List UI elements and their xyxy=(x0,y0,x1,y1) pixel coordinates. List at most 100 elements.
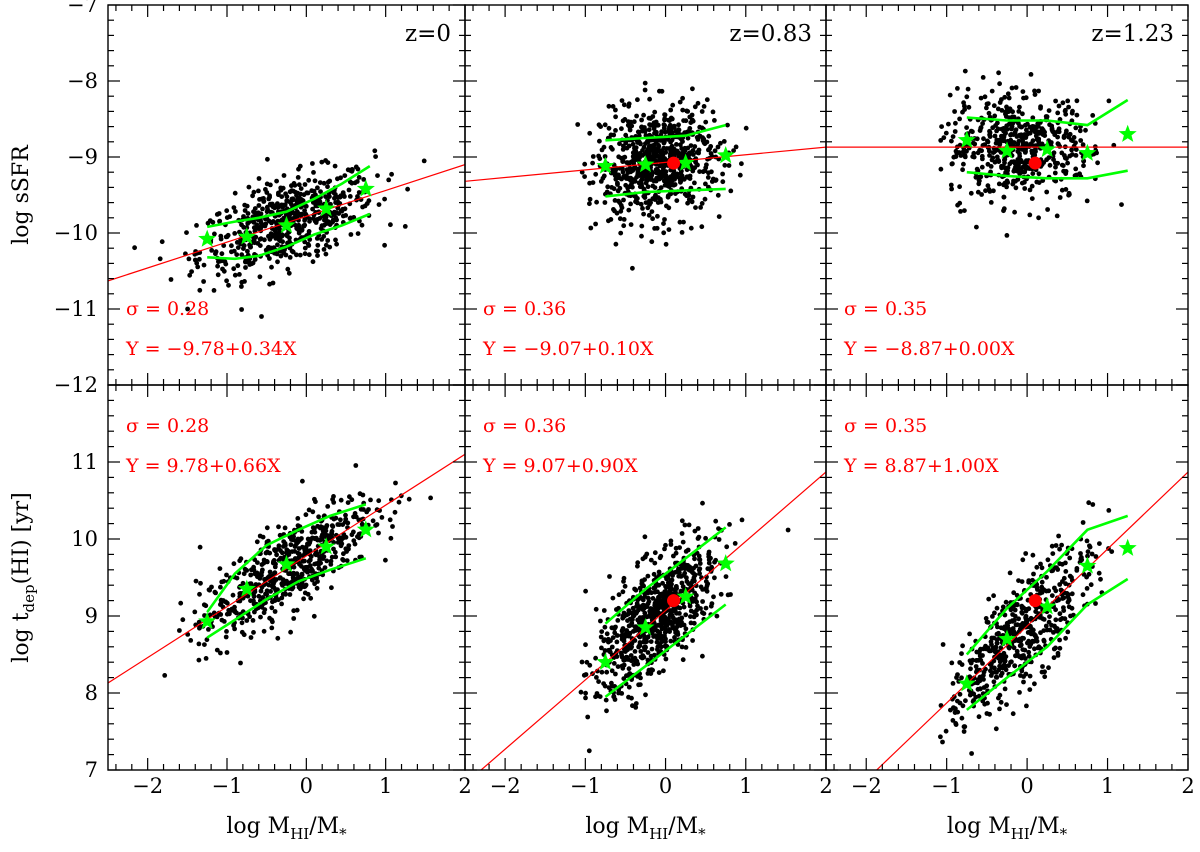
data-point xyxy=(1013,178,1018,184)
data-point xyxy=(272,597,278,603)
data-point xyxy=(311,526,317,532)
data-point xyxy=(950,134,956,140)
percentile-curve-lower xyxy=(206,557,367,639)
data-point xyxy=(1080,592,1086,598)
data-point xyxy=(697,169,702,175)
data-point xyxy=(195,264,201,270)
data-point xyxy=(630,265,635,271)
data-point xyxy=(960,109,965,115)
data-point xyxy=(612,198,618,203)
data-point xyxy=(785,527,791,533)
data-point xyxy=(988,164,994,169)
data-point xyxy=(276,524,281,530)
data-point xyxy=(405,186,410,192)
data-point xyxy=(620,589,626,595)
data-point xyxy=(223,634,229,640)
data-point xyxy=(990,614,995,619)
data-point xyxy=(267,569,273,575)
data-point xyxy=(690,194,696,200)
data-point xyxy=(297,252,303,258)
data-point xyxy=(307,538,313,543)
data-point xyxy=(1053,98,1058,104)
y-tick-label: −12 xyxy=(54,373,98,397)
data-point xyxy=(157,256,163,262)
data-point xyxy=(654,598,659,604)
data-point xyxy=(631,657,637,662)
data-point xyxy=(582,161,588,167)
data-point xyxy=(953,120,958,126)
data-point xyxy=(581,672,587,678)
median-star xyxy=(277,215,296,234)
data-point xyxy=(1008,627,1014,633)
data-point xyxy=(997,706,1002,712)
fit-line xyxy=(875,471,1188,770)
percentile-curve-upper xyxy=(206,503,367,613)
data-point xyxy=(1053,178,1059,184)
data-point xyxy=(291,608,297,614)
data-point xyxy=(646,147,652,153)
data-point xyxy=(1023,95,1029,101)
data-point xyxy=(364,509,370,515)
data-point xyxy=(699,201,705,206)
data-point xyxy=(1028,72,1034,77)
data-point xyxy=(321,247,327,252)
data-point xyxy=(691,571,696,576)
data-point xyxy=(302,182,308,187)
data-point xyxy=(259,314,264,319)
data-point xyxy=(716,537,722,542)
data-point xyxy=(632,157,638,163)
data-point xyxy=(1017,690,1022,695)
data-point xyxy=(1027,187,1033,193)
data-point xyxy=(699,224,705,230)
data-point xyxy=(667,629,672,634)
data-point xyxy=(226,282,231,288)
data-point xyxy=(1063,581,1068,587)
fit-equation: Y = 8.87+1.00X xyxy=(843,455,999,477)
data-point xyxy=(613,176,619,182)
data-point xyxy=(295,536,301,542)
data-point xyxy=(647,96,652,102)
data-point xyxy=(692,165,698,171)
data-point xyxy=(1036,139,1041,144)
scatter-points xyxy=(938,68,1124,238)
data-point xyxy=(635,129,641,135)
data-point xyxy=(1002,156,1008,162)
data-point xyxy=(1008,607,1014,613)
data-point xyxy=(296,222,302,228)
data-point xyxy=(646,144,652,149)
data-point xyxy=(1025,617,1031,623)
data-point xyxy=(1063,111,1069,117)
data-point xyxy=(332,195,337,201)
data-point xyxy=(1057,611,1063,617)
data-point xyxy=(648,115,654,121)
median-star xyxy=(198,611,217,630)
data-point xyxy=(658,644,664,650)
data-point xyxy=(1004,702,1009,707)
scatter-annotation: σ = 0.35 xyxy=(844,298,927,320)
median-star xyxy=(198,229,217,247)
data-point xyxy=(1083,127,1088,133)
data-point xyxy=(231,266,237,272)
data-point xyxy=(598,618,603,624)
data-point xyxy=(297,195,303,201)
data-point xyxy=(354,179,360,184)
data-point xyxy=(671,125,677,130)
data-point xyxy=(966,104,972,110)
x-tick-label: 0 xyxy=(1020,774,1033,798)
data-point xyxy=(241,571,247,577)
data-point xyxy=(292,576,297,582)
data-point xyxy=(1018,673,1023,678)
data-point xyxy=(619,98,625,103)
data-point xyxy=(301,223,307,229)
data-point xyxy=(263,187,268,192)
data-point xyxy=(264,181,270,187)
data-point xyxy=(626,143,632,149)
data-point xyxy=(219,617,225,623)
data-point xyxy=(267,281,272,287)
data-point xyxy=(263,221,269,227)
data-point xyxy=(604,708,609,714)
data-point xyxy=(625,160,631,166)
data-point xyxy=(606,636,611,642)
data-point xyxy=(649,173,655,178)
data-point xyxy=(1011,168,1017,174)
